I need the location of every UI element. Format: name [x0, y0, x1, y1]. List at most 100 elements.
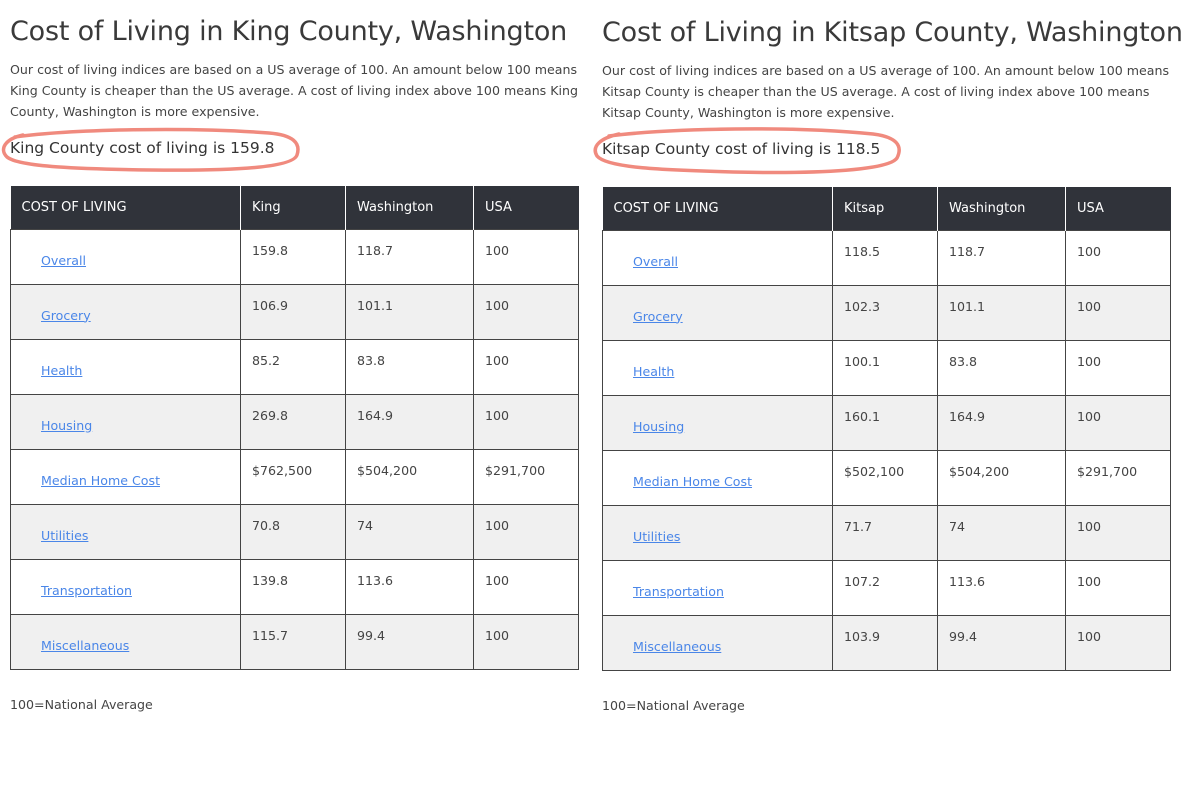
table-header-row: COST OF LIVING Kitsap Washington USA	[602, 187, 1171, 231]
cell-state: 164.9	[937, 395, 1066, 451]
cell-usa: 100	[1065, 505, 1171, 561]
cell-county: 102.3	[832, 285, 938, 341]
cost-of-living-table: COST OF LIVING Kitsap Washington USA Ove…	[602, 187, 1171, 671]
link-miscellaneous[interactable]: Miscellaneous	[633, 638, 722, 654]
cell-county: 85.2	[240, 339, 346, 395]
cost-of-living-table: COST OF LIVING King Washington USA Overa…	[10, 186, 579, 670]
cell-county: 115.7	[240, 614, 346, 670]
page-title: Cost of Living in King County, Washingto…	[10, 16, 568, 47]
link-housing[interactable]: Housing	[41, 417, 93, 433]
header-state: Washington	[937, 187, 1066, 231]
table-row: Grocery 102.3 101.1 100	[602, 285, 1171, 341]
link-median-home-cost[interactable]: Median Home Cost	[41, 472, 161, 488]
cell-county: 100.1	[832, 340, 938, 396]
link-overall[interactable]: Overall	[633, 253, 679, 269]
table-row: Housing 160.1 164.9 100	[602, 395, 1171, 451]
cell-state: 74	[345, 504, 474, 560]
cell-state: 99.4	[345, 614, 474, 670]
table-row: Transportation 139.8 113.6 100	[10, 559, 579, 615]
cell-state: $504,200	[937, 450, 1066, 506]
cell-usa: 100	[473, 504, 579, 560]
cell-state: 101.1	[937, 285, 1066, 341]
cell-state: 101.1	[345, 284, 474, 340]
cell-county: 107.2	[832, 560, 938, 616]
link-median-home-cost[interactable]: Median Home Cost	[633, 473, 753, 489]
cell-usa: 100	[473, 559, 579, 615]
cell-usa: 100	[473, 394, 579, 450]
cell-county: 160.1	[832, 395, 938, 451]
cell-usa: 100	[1065, 230, 1171, 286]
header-county: Kitsap	[832, 187, 938, 231]
cell-usa: 100	[1065, 560, 1171, 616]
footnote: 100=National Average	[10, 697, 153, 712]
cell-state: 118.7	[345, 229, 474, 285]
cell-county: $502,100	[832, 450, 938, 506]
summary-block: King County cost of living is 159.8	[1, 127, 585, 172]
header-usa: USA	[473, 186, 579, 230]
link-overall[interactable]: Overall	[41, 252, 87, 268]
cell-usa: 100	[1065, 285, 1171, 341]
header-usa: USA	[1065, 187, 1171, 231]
table-row: Miscellaneous 115.7 99.4 100	[10, 614, 579, 670]
link-transportation[interactable]: Transportation	[633, 583, 724, 599]
table-row: Median Home Cost $502,100 $504,200 $291,…	[602, 450, 1171, 506]
link-housing[interactable]: Housing	[633, 418, 685, 434]
cell-usa: 100	[1065, 395, 1171, 451]
king-county-panel: Cost of Living in King County, Washingto…	[1, 14, 585, 712]
cell-state: 83.8	[937, 340, 1066, 396]
cell-county: 103.9	[832, 615, 938, 671]
summary-block: Kitsap County cost of living is 118.5	[593, 127, 1177, 175]
table-row: Median Home Cost $762,500 $504,200 $291,…	[10, 449, 579, 505]
cell-state: 113.6	[937, 560, 1066, 616]
table-row: Health 100.1 83.8 100	[602, 340, 1171, 396]
cell-usa: 100	[1065, 340, 1171, 396]
link-health[interactable]: Health	[41, 362, 83, 378]
cell-county: $762,500	[240, 449, 346, 505]
link-utilities[interactable]: Utilities	[633, 528, 681, 544]
intro-text: Our cost of living indices are based on …	[602, 63, 1170, 120]
table-row: Miscellaneous 103.9 99.4 100	[602, 615, 1171, 671]
table-row: Grocery 106.9 101.1 100	[10, 284, 579, 340]
table-header-row: COST OF LIVING King Washington USA	[10, 186, 579, 230]
cell-county: 118.5	[832, 230, 938, 286]
cell-county: 71.7	[832, 505, 938, 561]
table-row: Utilities 71.7 74 100	[602, 505, 1171, 561]
kitsap-county-panel: Cost of Living in Kitsap County, Washing…	[593, 15, 1183, 713]
link-utilities[interactable]: Utilities	[41, 527, 89, 543]
cell-county: 139.8	[240, 559, 346, 615]
cell-usa: 100	[473, 339, 579, 395]
cell-state: 83.8	[345, 339, 474, 395]
cell-state: 99.4	[937, 615, 1066, 671]
link-grocery[interactable]: Grocery	[41, 307, 91, 323]
cell-usa: 100	[473, 614, 579, 670]
cell-usa: $291,700	[473, 449, 579, 505]
cell-state: 113.6	[345, 559, 474, 615]
cell-state: 164.9	[345, 394, 474, 450]
cell-state: 118.7	[937, 230, 1066, 286]
link-health[interactable]: Health	[633, 363, 675, 379]
cell-usa: 100	[1065, 615, 1171, 671]
page-title: Cost of Living in Kitsap County, Washing…	[602, 17, 1183, 48]
header-county: King	[240, 186, 346, 230]
cell-state: 74	[937, 505, 1066, 561]
cell-usa: $291,700	[1065, 450, 1171, 506]
intro-text: Our cost of living indices are based on …	[10, 62, 578, 119]
footnote: 100=National Average	[602, 698, 745, 713]
table-row: Transportation 107.2 113.6 100	[602, 560, 1171, 616]
cell-usa: 100	[473, 229, 579, 285]
table-row: Overall 118.5 118.7 100	[602, 230, 1171, 286]
cell-county: 159.8	[240, 229, 346, 285]
cell-county: 269.8	[240, 394, 346, 450]
cell-state: $504,200	[345, 449, 474, 505]
cell-county: 70.8	[240, 504, 346, 560]
cost-of-living-summary: King County cost of living is 159.8	[10, 139, 275, 157]
header-category: COST OF LIVING	[602, 187, 833, 231]
link-miscellaneous[interactable]: Miscellaneous	[41, 637, 130, 653]
link-transportation[interactable]: Transportation	[41, 582, 132, 598]
table-row: Utilities 70.8 74 100	[10, 504, 579, 560]
table-row: Health 85.2 83.8 100	[10, 339, 579, 395]
link-grocery[interactable]: Grocery	[633, 308, 683, 324]
cost-of-living-summary: Kitsap County cost of living is 118.5	[602, 140, 881, 158]
cell-county: 106.9	[240, 284, 346, 340]
table-row: Housing 269.8 164.9 100	[10, 394, 579, 450]
